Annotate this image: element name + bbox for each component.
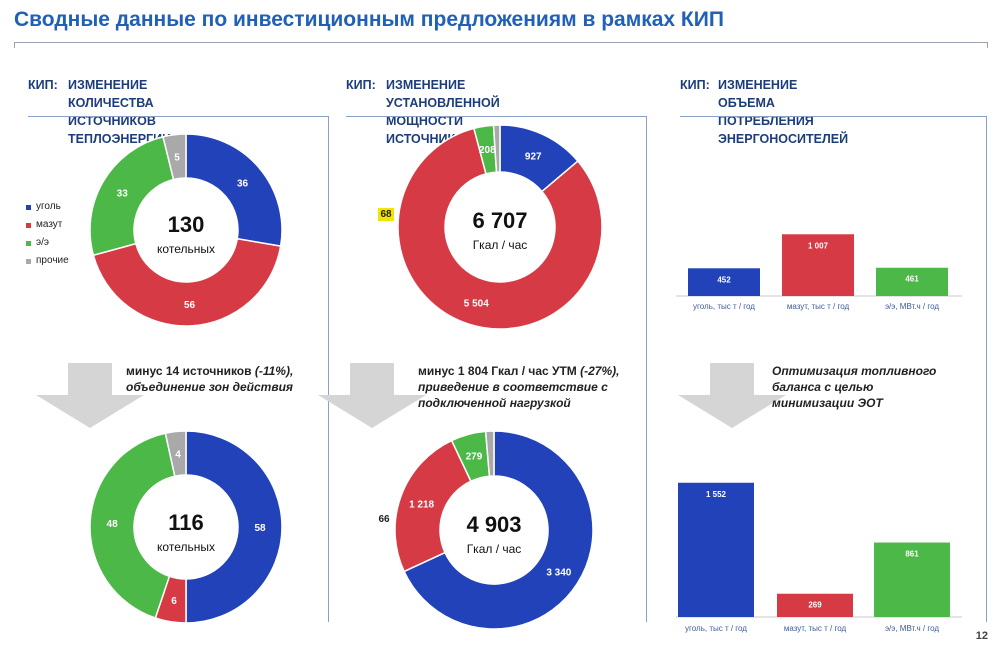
chart-legend: уголь мазут э/э прочие: [26, 198, 69, 270]
capacity-change-note: минус 1 804 Гкал / час УТМ (-27%), приве…: [418, 363, 619, 411]
legend-item-electricity: э/э: [26, 234, 69, 252]
page-title: Сводные данные по инвестиционным предлож…: [14, 8, 724, 31]
slice-value-label: 36: [237, 178, 249, 189]
legend-swatch: [26, 259, 31, 264]
donut-center-label: Гкал / час: [472, 238, 528, 252]
panel-title: ИЗМЕНЕНИЕ ОБЪЕМА ПОТРЕБЛЕНИЯ ЭНЕРГОНОСИТ…: [718, 78, 849, 146]
legend-label: мазут: [36, 219, 63, 230]
donut-hole: [445, 172, 555, 282]
legend-swatch: [26, 223, 31, 228]
slice-value-label: 68: [380, 209, 392, 220]
consumption-change-note: Оптимизация топливного баланса с целью м…: [772, 364, 937, 410]
slice-value-label: 56: [184, 300, 196, 311]
donut-center-value: 4 903: [466, 512, 522, 537]
bar-category-label: э/э, МВт.ч / год: [884, 624, 940, 633]
panel-frame-boilers: [28, 116, 329, 622]
bar-value-label: 1 552: [706, 490, 727, 499]
legend-swatch: [26, 241, 31, 246]
note-percent: (-11%),: [254, 364, 294, 378]
bar: [782, 234, 854, 296]
note-percent: (-27%),: [580, 364, 620, 378]
slice-value-label: 48: [107, 519, 119, 530]
bar-value-label: 269: [808, 601, 822, 610]
panel-title: ИЗМЕНЕНИЕ УСТАНОВЛЕННОЙ МОЩНОСТИ ИСТОЧНИ…: [386, 78, 500, 146]
legend-item-coal: уголь: [26, 198, 69, 216]
bar-category-label: уголь, тыс т / год: [693, 302, 755, 311]
donut-center-value: 6 707: [472, 208, 528, 233]
slice-value-label: 208: [479, 145, 496, 156]
panel-frame-consumption: [680, 116, 987, 622]
slice-value-label: 4: [175, 449, 181, 460]
bar-category-label: уголь, тыс т / год: [685, 624, 747, 633]
label-highlight: [378, 208, 394, 221]
donut-hole: [440, 476, 548, 584]
bar-value-label: 1 007: [808, 241, 829, 250]
bar: [874, 542, 950, 617]
down-arrow-icon: [318, 363, 426, 428]
slice-value-label: 279: [466, 452, 483, 463]
donut-center-label: котельных: [157, 540, 215, 554]
donut-hole: [134, 178, 238, 282]
note-text: минус 1 804 Гкал / час УТМ: [418, 364, 581, 378]
slice-value-label: 1 218: [409, 500, 434, 511]
panel-title: ИЗМЕНЕНИЕ КОЛИЧЕСТВА ИСТОЧНИКОВ ТЕПЛОЭНЕ…: [68, 78, 172, 146]
legend-label: прочие: [36, 255, 69, 266]
donut-center-value: 130: [167, 212, 205, 237]
slice-value-label: 66: [378, 514, 390, 525]
slice-value-label: 5: [174, 153, 180, 164]
bar: [678, 482, 754, 617]
down-arrow-icon: [36, 363, 144, 428]
slice-value-label: 927: [525, 151, 542, 162]
bar-category-label: э/э, МВт.ч / год: [884, 302, 940, 311]
panel-prefix: КИП:: [28, 78, 58, 92]
donut-hole: [134, 475, 238, 579]
legend-item-other: прочие: [26, 252, 69, 270]
slice-value-label: 3 340: [546, 568, 571, 579]
panel-prefix: КИП:: [680, 78, 710, 92]
slice-value-label: 5 504: [464, 298, 489, 309]
title-rule: [14, 42, 988, 48]
legend-item-fuel-oil: мазут: [26, 216, 69, 234]
donut-center-value: 116: [168, 510, 204, 535]
page-number: 12: [975, 630, 988, 642]
bar-value-label: 461: [905, 275, 919, 284]
note-text: приведение в соответствие с: [418, 380, 608, 394]
down-arrow-icon: [678, 363, 786, 428]
bar: [777, 593, 853, 617]
bar-value-label: 861: [905, 550, 919, 559]
donut-center-label: котельных: [157, 242, 215, 256]
note-text: минус 14 источников: [126, 364, 255, 378]
legend-label: уголь: [36, 201, 61, 212]
panel-prefix: КИП:: [346, 78, 376, 92]
note-text: подключенной нагрузкой: [418, 396, 571, 410]
panel-frame-capacity: [346, 116, 647, 622]
bar-category-label: мазут, тыс т / год: [783, 624, 847, 633]
donut-center-label: Гкал / час: [466, 542, 522, 556]
bar-category-label: мазут, тыс т / год: [786, 302, 850, 311]
slice-value-label: 33: [117, 188, 129, 199]
legend-label: э/э: [36, 237, 49, 248]
bar: [688, 268, 760, 296]
legend-swatch: [26, 205, 31, 210]
bar-value-label: 452: [717, 275, 731, 284]
note-text: объединение зон действия: [126, 380, 293, 394]
bar: [876, 267, 948, 296]
slice-value-label: 6: [171, 596, 177, 607]
slice-value-label: 58: [254, 523, 266, 534]
boilers-change-note: минус 14 источников (-11%), объединение …: [126, 363, 293, 395]
